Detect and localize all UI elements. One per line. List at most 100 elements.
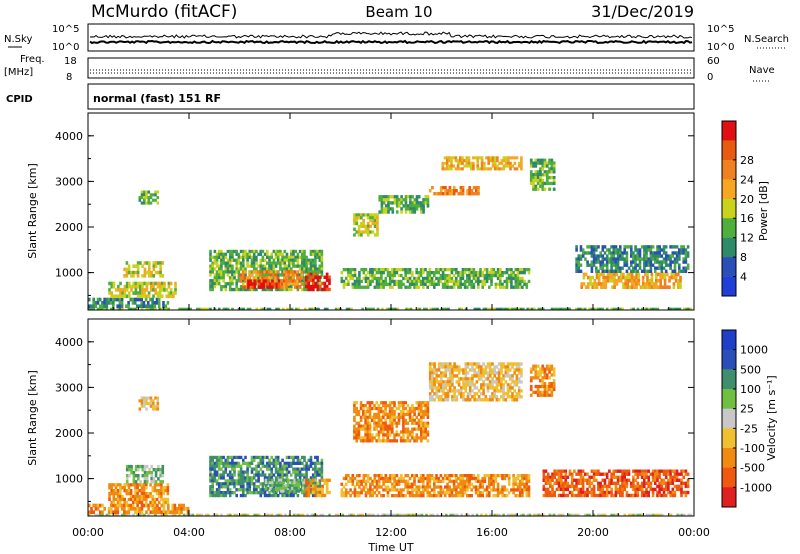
range-gate-cell [252, 473, 256, 477]
range-gate-cell [459, 285, 462, 289]
range-gate-cell [433, 377, 436, 381]
range-gate-cell [213, 491, 217, 495]
range-gate-cell [213, 461, 217, 465]
range-gate-cell [453, 368, 456, 372]
range-gate-cell [414, 513, 417, 516]
range-gate-cell [274, 461, 278, 465]
range-gate-cell [125, 304, 128, 309]
range-gate-cell [501, 271, 504, 275]
range-gate-cell [160, 489, 163, 493]
range-gate-cell [666, 272, 669, 277]
range-gate-cell [521, 482, 524, 486]
range-gate-cell [362, 224, 365, 228]
range-gate-cell [477, 395, 481, 399]
range-gate-cell [595, 282, 599, 286]
range-gate-cell [426, 485, 429, 489]
range-gate-cell [182, 513, 186, 516]
range-gate-cell [386, 404, 390, 408]
range-gate-cell [680, 245, 683, 249]
range-gate-cell [506, 371, 510, 375]
range-gate-cell [480, 398, 483, 402]
range-gate-cell [371, 494, 374, 498]
range-gate-cell [483, 164, 486, 168]
range-gate-cell [171, 507, 174, 511]
range-gate-cell [281, 255, 284, 259]
range-gate-cell [480, 377, 483, 381]
range-gate-cell [431, 377, 434, 381]
range-gate-cell [634, 248, 637, 252]
range-gate-cell [467, 156, 471, 160]
range-gate-cell [380, 195, 384, 199]
range-gate-cell [138, 399, 142, 403]
range-gate-cell [615, 279, 619, 283]
range-gate-cell [263, 264, 267, 268]
range-gate-cell [443, 167, 447, 171]
range-gate-cell [579, 257, 583, 261]
range-gate-cell [178, 507, 181, 511]
range-gate-cell [669, 254, 672, 258]
colorbar-tick-label: 28 [740, 154, 754, 167]
range-gate-cell [673, 269, 677, 273]
range-gate-cell [130, 284, 133, 289]
range-gate-cell [211, 461, 214, 465]
range-gate-cell [428, 386, 432, 390]
range-gate-cell [485, 488, 489, 492]
range-gate-cell [605, 263, 609, 267]
range-gate-cell [353, 279, 357, 284]
range-gate-cell [274, 470, 278, 474]
range-gate-cell [520, 161, 523, 165]
range-gate-cell [399, 439, 403, 443]
nsky-label: N.Sky [4, 34, 32, 45]
range-gate-cell [362, 404, 365, 408]
range-gate-cell [511, 365, 514, 369]
range-gate-cell [500, 159, 504, 163]
range-gate-cell [452, 156, 455, 160]
range-gate-cell [437, 374, 441, 378]
range-gate-cell [94, 503, 98, 508]
range-gate-cell [152, 399, 155, 403]
range-gate-cell [96, 307, 100, 310]
range-gate-cell [660, 513, 664, 516]
range-gate-cell [134, 464, 138, 469]
range-gate-cell [98, 297, 102, 302]
range-gate-cell [314, 275, 317, 279]
range-gate-cell [108, 288, 111, 292]
range-gate-cell [415, 433, 419, 437]
range-gate-cell [505, 282, 509, 286]
range-gate-cell [468, 368, 472, 372]
range-gate-cell [112, 503, 115, 508]
range-gate-cell [283, 461, 287, 465]
range-gate-cell [283, 267, 287, 271]
range-gate-cell [316, 487, 320, 492]
range-gate-cell [430, 494, 434, 498]
velocity-panel [88, 362, 693, 516]
range-gate-cell [493, 374, 496, 378]
range-gate-cell [382, 404, 385, 408]
range-gate-cell [377, 482, 381, 486]
range-gate-cell [353, 427, 356, 431]
range-gate-cell [507, 491, 511, 495]
range-gate-cell [647, 263, 650, 267]
range-gate-cell [298, 470, 302, 474]
range-gate-cell [147, 492, 150, 496]
range-gate-cell [652, 282, 656, 286]
range-gate-cell [281, 270, 284, 274]
range-gate-cell [545, 178, 549, 183]
range-gate-cell [404, 479, 407, 483]
range-gate-cell [99, 510, 102, 515]
range-gate-cell [500, 368, 503, 372]
range-gate-cell [224, 282, 228, 286]
range-gate-cell [570, 513, 574, 516]
range-gate-cell [379, 439, 383, 443]
range-gate-cell [517, 164, 521, 168]
range-gate-cell [472, 192, 476, 196]
range-gate-cell [244, 470, 247, 474]
range-gate-cell [385, 210, 388, 214]
range-gate-cell [132, 471, 136, 475]
range-gate-cell [466, 482, 469, 486]
range-gate-cell [497, 374, 501, 378]
range-gate-cell [534, 173, 538, 177]
range-gate-cell [580, 285, 583, 289]
range-gate-cell [127, 301, 130, 305]
range-gate-cell [136, 503, 139, 508]
